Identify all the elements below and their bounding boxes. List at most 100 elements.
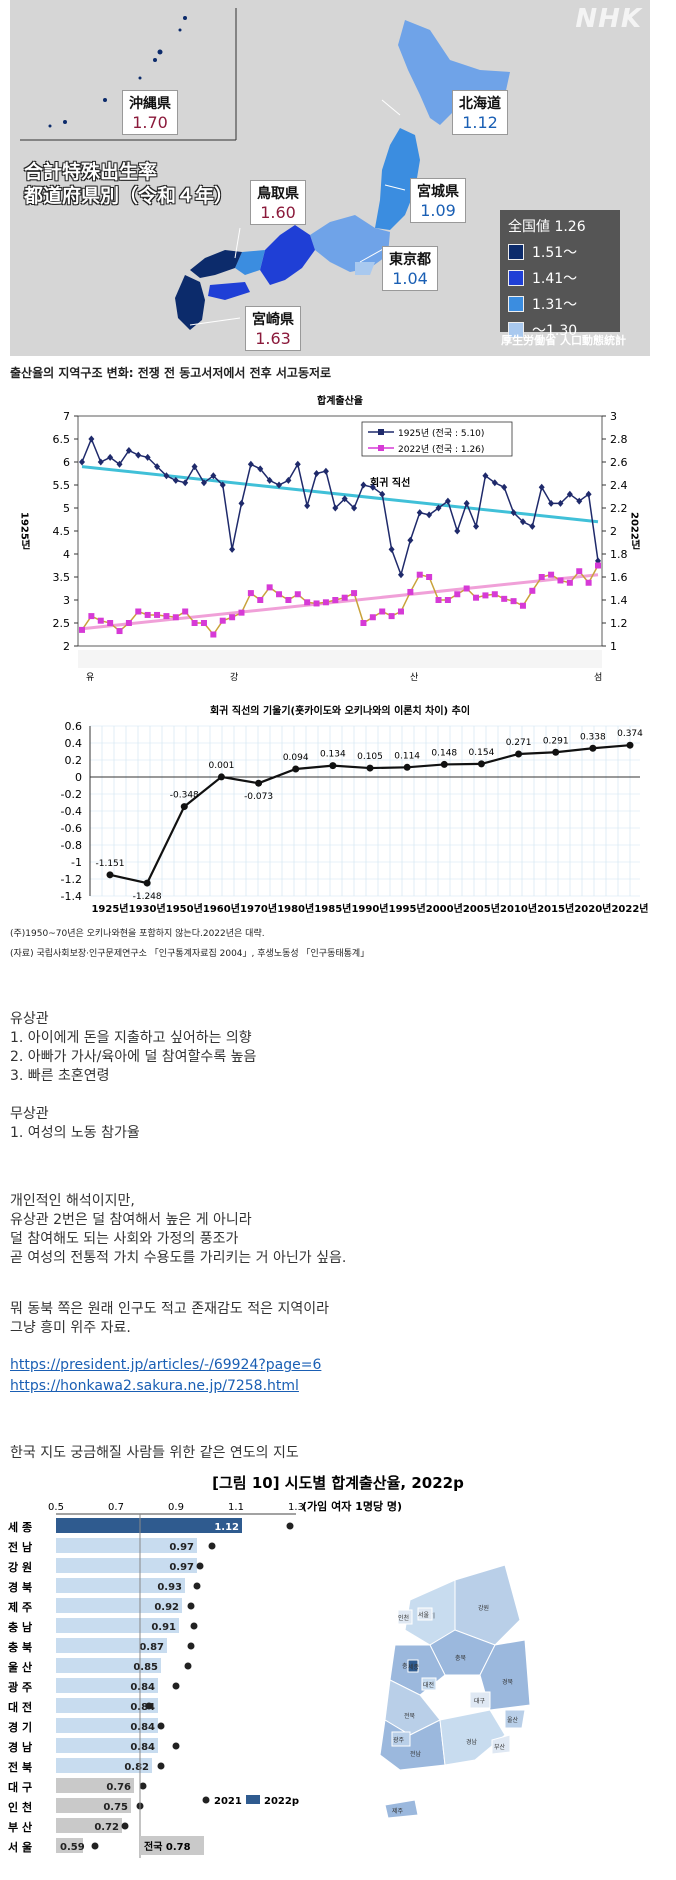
regression-label: 회귀 직선 [370,476,410,489]
data-label: -1.248 [133,892,162,902]
bar-2022p [56,1798,131,1813]
series-point [491,479,498,487]
series-point [403,763,411,771]
series-point [313,600,320,607]
korea-region [407,1659,419,1673]
pref-value: 1.63 [255,329,291,348]
series-point [538,483,545,491]
series-point [360,620,367,626]
data-label: 0.154 [469,748,495,758]
right-tick-label: 2.8 [610,433,628,446]
x-tick-label: 2010년 [500,902,537,915]
x-tick-label: 1925년 [91,902,128,915]
right-tick-label: 1.8 [610,548,628,561]
region-label: 경 기 [8,1720,32,1734]
x-tick-label: 2022년 [611,902,648,915]
right-tick-label: 2.6 [610,456,628,469]
bar-2022p [56,1638,167,1653]
y-tick-label: 0.4 [65,737,83,750]
series-point [107,453,114,461]
opinion-line: 개인적인 해석이지만, [10,1193,135,1209]
series-point [144,453,151,461]
series-point [163,613,170,620]
series-point [366,764,374,772]
legend-row: 1.31～ [508,294,612,314]
series-point [519,602,526,609]
right-axis-label: 2022년 [629,512,641,550]
legend-label: ～1.30 [532,323,578,339]
korea-chart: [그림 10] 시도별 합계출산율, 2022p 0.5 0.7 0.9 1.1 1.3(… [0,1470,676,1875]
region-label: 강 [230,672,238,683]
bar-2022p [56,1718,158,1733]
series-point [454,527,461,535]
japan-fertility-map: NHK 沖縄県 1.70 北海道 1.12 鳥取県 1.60 宮城県 1.09 … [10,0,650,356]
data-label: 0.148 [431,748,457,758]
korea-region-label: 경남 [466,1738,478,1746]
y-tick-label: -1.4 [61,890,82,903]
series-point [360,481,367,489]
series-point [182,479,189,487]
series-point [501,483,508,491]
right-tick-label: 1.6 [610,571,628,584]
point-2021 [184,1662,192,1670]
point-2021 [91,1842,99,1850]
series-point [191,463,198,471]
y-tick-label: 0 [75,771,82,784]
label-hokkaido: 北海道 1.12 [452,90,508,135]
unit-label: (가임 여자 1명당 명) [302,1499,402,1513]
x-tick-label: 1970년 [240,902,277,915]
source-link-honkawa[interactable]: https://honkawa2.sakura.ne.jp/7258.html [10,1378,299,1394]
series-point [125,620,132,626]
label-miyazaki: 宮崎県 1.63 [245,306,301,351]
series-line [81,437,599,578]
region-label: 서 울 [8,1840,32,1854]
point-2021 [208,1542,216,1550]
x-tick-label: 2020년 [574,902,611,915]
series-point [247,590,254,597]
map-title: 合計特殊出生率 都道府県別（令和４年） [24,160,233,208]
x-tick-label: 0.5 [48,1502,64,1513]
series-point [88,435,95,443]
series-point [285,476,292,484]
chart-title: 합계출산율 [317,394,363,407]
series-point [125,447,132,454]
series-point [292,765,300,773]
regression-line-1925 [81,465,599,524]
label-tottori: 鳥取県 1.60 [250,180,306,225]
pref-name: 東京都 [389,252,431,268]
point-2021 [286,1522,294,1530]
data-label: 0.134 [320,750,346,760]
bar-2022p [56,1598,182,1613]
region-label: 전 남 [8,1540,32,1554]
series-point [106,871,114,879]
series-point [79,626,85,633]
series-point [426,511,433,519]
corr-item: 3. 빠른 초혼연령 [10,1068,110,1084]
series-point [369,614,376,621]
series-point [172,614,179,621]
region-label: 세 종 [8,1520,32,1534]
legend-header: 全国値 1.26 [508,219,586,235]
map-source: 厚生労働省 人口動態統計 [501,334,626,347]
legend-row: ～1.30 [508,320,612,340]
series-point [266,584,273,591]
legend-label: 1.41～ [532,271,578,287]
source-link-president[interactable]: https://president.jp/articles/-/69924?pa… [10,1357,322,1373]
corr-item: 2. 아빠가 가사/육아에 덜 참여할수록 높음 [10,1049,257,1065]
bar-value-label: 0.76 [106,1782,131,1793]
bar-value-label: 0.85 [133,1662,158,1673]
data-label: 0.271 [506,738,532,748]
series-point [229,545,236,553]
x-tick-label: 1930년 [129,902,166,915]
korea-region-label: 충북 [455,1654,467,1662]
series-point [313,470,320,477]
series-point [351,590,358,597]
data-label: -1.151 [95,859,124,869]
legend-label: 2022년 (전국 : 1.26) [398,444,484,455]
bar-2022p [56,1558,197,1573]
point-2021 [187,1602,195,1610]
series-point [519,518,526,526]
series-point [557,499,564,507]
series-point [116,460,123,468]
x-tick-label: 1980년 [277,902,314,915]
